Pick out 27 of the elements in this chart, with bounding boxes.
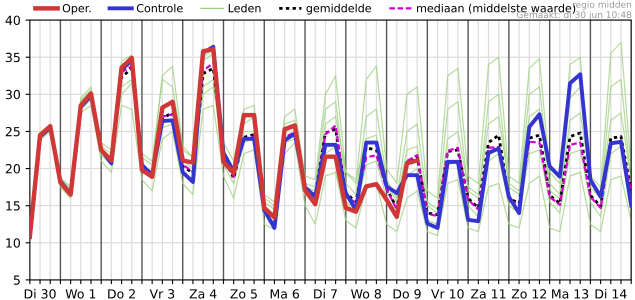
x-tick-label: Di 7	[314, 288, 337, 298]
x-tick-label: Wo 1	[66, 289, 96, 299]
y-tick-label: 40	[6, 16, 20, 26]
x-tick-label: Zo 12	[512, 289, 546, 299]
x-tick-label: Di 14	[596, 288, 627, 298]
y-tick-label: 30	[6, 90, 20, 100]
x-tick-label: Do 2	[108, 289, 135, 299]
y-tick-label: 25	[6, 126, 20, 136]
x-tick-label: Za 4	[190, 289, 216, 299]
legend-label: gemiddelde	[306, 4, 372, 15]
legend-label: Controle	[136, 4, 183, 12]
y-tick-label: 35	[6, 52, 20, 62]
x-tick-label: Di 30	[24, 288, 56, 299]
x-tick-label: Zo 5	[230, 289, 257, 299]
x-tick-label: Vr 3	[150, 289, 174, 299]
legend-label: Leden	[228, 4, 260, 12]
x-tick-label: Do 9	[394, 289, 421, 299]
y-tick-label: 15	[6, 201, 20, 211]
y-tick-label: 20	[6, 164, 20, 174]
y-tick-label: 5	[14, 276, 20, 285]
x-tick-label: Wo 8	[351, 289, 381, 299]
x-tick-label: Ma 6	[270, 289, 300, 299]
y-tick-label: 10	[6, 238, 20, 248]
x-tick-label: Za 11	[471, 289, 506, 299]
legend-label: Oper.	[62, 4, 91, 15]
x-tick-label: Ma 13	[552, 289, 588, 299]
x-tick-label: Vr 10	[431, 289, 464, 299]
